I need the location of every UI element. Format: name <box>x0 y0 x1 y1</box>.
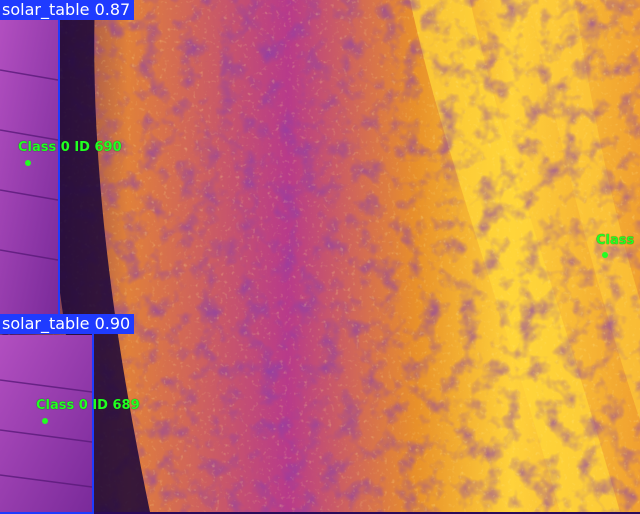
track-point <box>42 418 48 424</box>
track-label: Class 0 ID 689 <box>36 398 140 413</box>
track-label: Class <box>596 233 635 248</box>
detection-label: solar_table 0.90 <box>0 314 135 334</box>
detection-label: solar_table 0.87 <box>0 0 135 20</box>
detection-box <box>0 18 60 316</box>
track-point <box>25 160 31 166</box>
track-point <box>602 252 608 258</box>
track-label: Class 0 ID 690 <box>18 140 122 155</box>
